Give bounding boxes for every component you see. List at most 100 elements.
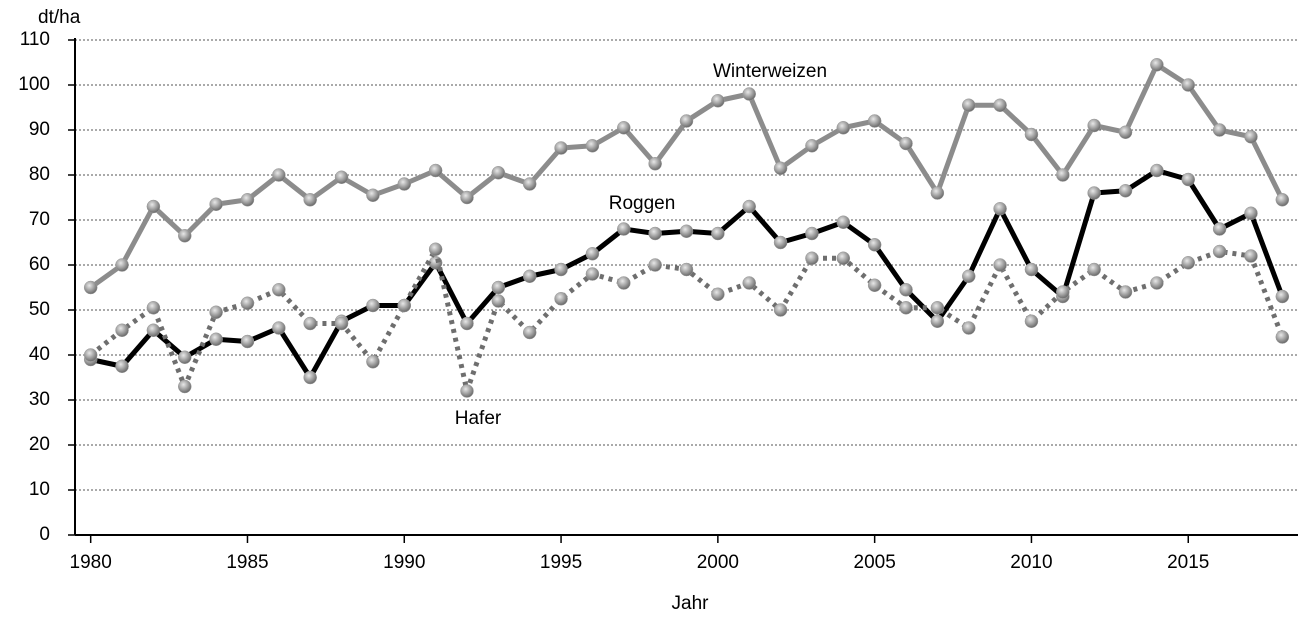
marker xyxy=(272,168,286,182)
marker xyxy=(428,242,443,256)
x-tick-label: 2000 xyxy=(697,552,739,573)
marker xyxy=(1212,123,1227,137)
marker xyxy=(867,114,882,128)
y-tick-label: 50 xyxy=(29,299,50,320)
x-tick-label: 1985 xyxy=(226,552,268,573)
marker xyxy=(240,296,255,310)
x-tick-label: 1995 xyxy=(540,552,582,573)
marker xyxy=(115,359,129,373)
marker xyxy=(1181,78,1195,92)
marker xyxy=(1118,285,1133,299)
marker xyxy=(1181,172,1195,187)
y-tick-label: 0 xyxy=(39,524,50,545)
marker xyxy=(836,121,851,135)
marker xyxy=(1244,130,1258,144)
marker xyxy=(742,87,756,101)
marker xyxy=(1150,276,1164,290)
marker xyxy=(334,316,349,331)
marker xyxy=(1056,285,1070,299)
marker xyxy=(240,193,255,207)
marker xyxy=(930,186,945,200)
x-tick-label: 1990 xyxy=(383,552,425,573)
marker xyxy=(428,163,443,178)
marker xyxy=(961,269,976,283)
marker xyxy=(83,280,98,295)
y-tick-label: 20 xyxy=(29,434,50,455)
y-tick-label: 40 xyxy=(29,344,50,365)
marker xyxy=(146,301,161,315)
marker xyxy=(334,170,349,184)
marker xyxy=(1087,262,1101,277)
marker xyxy=(366,355,380,369)
y-tick-label: 70 xyxy=(29,209,50,230)
marker xyxy=(993,202,1007,216)
marker xyxy=(993,98,1007,112)
marker xyxy=(272,283,286,297)
marker xyxy=(1181,256,1195,270)
marker xyxy=(617,222,631,236)
marker xyxy=(1056,168,1070,182)
marker xyxy=(1118,184,1133,198)
marker xyxy=(617,121,631,135)
series-label: Hafer xyxy=(455,408,502,429)
marker xyxy=(460,316,474,331)
marker xyxy=(585,139,600,153)
marker xyxy=(303,193,317,207)
marker xyxy=(460,190,474,205)
marker xyxy=(83,348,98,362)
marker xyxy=(773,235,788,250)
marker xyxy=(1024,127,1039,142)
marker xyxy=(585,247,600,261)
marker xyxy=(648,157,662,171)
marker xyxy=(146,323,161,337)
y-axis-label: dt/ha xyxy=(38,7,81,28)
marker xyxy=(522,269,537,283)
marker xyxy=(899,301,913,315)
marker xyxy=(742,199,756,214)
marker xyxy=(1275,193,1290,207)
marker xyxy=(554,292,568,306)
marker xyxy=(209,332,223,346)
marker xyxy=(178,350,192,364)
marker xyxy=(1275,289,1290,304)
marker xyxy=(648,226,662,241)
marker xyxy=(1118,125,1133,139)
marker xyxy=(805,251,819,265)
marker xyxy=(679,224,694,238)
marker xyxy=(679,262,694,277)
marker xyxy=(993,258,1007,272)
x-tick-label: 2005 xyxy=(854,552,896,573)
x-tick-label: 1980 xyxy=(70,552,112,573)
marker xyxy=(711,287,725,301)
marker xyxy=(648,258,662,272)
marker xyxy=(460,384,474,398)
marker xyxy=(272,321,286,335)
series-label: Winterweizen xyxy=(713,61,827,82)
marker xyxy=(366,188,380,202)
marker xyxy=(1150,58,1164,72)
marker xyxy=(178,379,192,394)
marker xyxy=(209,197,223,211)
marker xyxy=(522,177,537,191)
marker xyxy=(773,161,788,175)
x-tick-label: 2015 xyxy=(1167,552,1209,573)
y-tick-label: 90 xyxy=(29,119,50,140)
marker xyxy=(115,258,129,272)
marker xyxy=(554,141,568,155)
marker xyxy=(930,314,945,328)
marker xyxy=(1275,330,1290,344)
marker xyxy=(115,323,129,337)
marker xyxy=(240,334,255,349)
y-tick-label: 80 xyxy=(29,164,50,185)
marker xyxy=(554,262,568,277)
marker xyxy=(146,199,161,214)
marker xyxy=(742,276,756,290)
marker xyxy=(491,280,506,295)
marker xyxy=(867,238,882,252)
marker xyxy=(428,256,443,270)
marker xyxy=(1244,206,1258,220)
marker xyxy=(366,298,380,313)
x-axis-label: Jahr xyxy=(672,593,710,614)
marker xyxy=(867,278,882,292)
